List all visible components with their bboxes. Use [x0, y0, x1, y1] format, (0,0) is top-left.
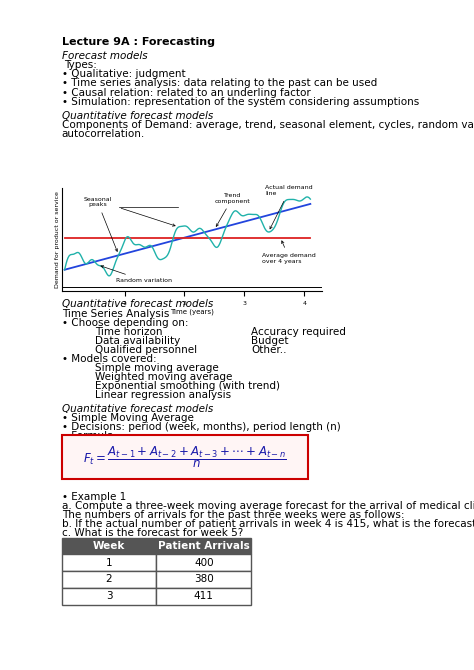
FancyBboxPatch shape	[62, 436, 308, 478]
Text: Types:: Types:	[64, 60, 97, 70]
Text: Time horizon: Time horizon	[95, 326, 162, 336]
Text: • Models covered:: • Models covered:	[62, 354, 156, 364]
Text: Budget: Budget	[251, 336, 289, 346]
Text: • Time series analysis: data relating to the past can be used: • Time series analysis: data relating to…	[62, 78, 377, 88]
Text: Random variation: Random variation	[101, 265, 172, 283]
Text: c. What is the forecast for week 5?: c. What is the forecast for week 5?	[62, 529, 243, 539]
Text: The numbers of arrivals for the past three weeks were as follows:: The numbers of arrivals for the past thr…	[62, 511, 404, 521]
Text: Components of Demand: average, trend, seasonal element, cycles, random variation: Components of Demand: average, trend, se…	[62, 120, 474, 130]
Text: • Qualitative: judgment: • Qualitative: judgment	[62, 70, 185, 80]
Text: • Simulation: representation of the system considering assumptions: • Simulation: representation of the syst…	[62, 96, 419, 107]
Text: • Simple Moving Average: • Simple Moving Average	[62, 413, 193, 423]
Text: Trend
component: Trend component	[215, 193, 250, 226]
Text: autocorrelation.: autocorrelation.	[62, 129, 145, 139]
Text: Exponential smoothing (with trend): Exponential smoothing (with trend)	[95, 381, 280, 391]
Text: Accuracy required: Accuracy required	[251, 326, 346, 336]
Text: Simple moving average: Simple moving average	[95, 363, 219, 373]
Text: • Formula:: • Formula:	[62, 431, 117, 441]
Text: Average demand
over 4 years: Average demand over 4 years	[263, 241, 316, 263]
Text: a. Compute a three-week moving average forecast for the arrival of medical clini: a. Compute a three-week moving average f…	[62, 501, 474, 511]
X-axis label: Time (years): Time (years)	[170, 309, 214, 316]
Text: Weighted moving average: Weighted moving average	[95, 372, 232, 382]
Text: $F_t = \dfrac{A_{t-1} + A_{t-2} + A_{t-3} + \cdots + A_{t-n}}{n}$: $F_t = \dfrac{A_{t-1} + A_{t-2} + A_{t-3…	[83, 444, 287, 470]
Text: Actual demand
line: Actual demand line	[265, 186, 313, 229]
Text: • Example 1: • Example 1	[62, 492, 126, 502]
Text: Quantitative forecast models: Quantitative forecast models	[62, 111, 213, 121]
Text: Qualified personnel: Qualified personnel	[95, 344, 197, 354]
Text: Linear regression analysis: Linear regression analysis	[95, 390, 231, 400]
Text: • Choose depending on:: • Choose depending on:	[62, 318, 188, 328]
Text: • Decisions: period (week, months), period length (n): • Decisions: period (week, months), peri…	[62, 421, 340, 431]
Text: • Causal relation: related to an underling factor: • Causal relation: related to an underli…	[62, 88, 310, 98]
Text: Time Series Analysis: Time Series Analysis	[62, 308, 169, 318]
Text: Other..: Other..	[251, 344, 287, 354]
Text: b. If the actual number of patient arrivals in week 4 is 415, what is the foreca: b. If the actual number of patient arriv…	[62, 519, 474, 529]
Text: Quantitative forecast models: Quantitative forecast models	[62, 299, 213, 310]
Text: Quantitative forecast models: Quantitative forecast models	[62, 403, 213, 413]
Y-axis label: Demand for product or service: Demand for product or service	[55, 191, 60, 288]
Text: Seasonal
peaks: Seasonal peaks	[83, 196, 118, 251]
Text: Data availability: Data availability	[95, 336, 180, 346]
Text: Forecast models: Forecast models	[62, 52, 147, 62]
Text: Lecture 9A : Forecasting: Lecture 9A : Forecasting	[62, 37, 215, 47]
